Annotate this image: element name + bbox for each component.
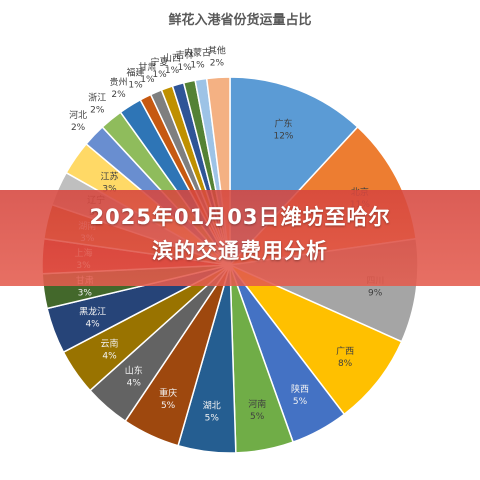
slice-percent-7: 5% bbox=[161, 401, 176, 411]
slice-percent-16: 2% bbox=[71, 123, 86, 133]
slice-percent-8: 4% bbox=[127, 379, 142, 389]
pie-slice-3 bbox=[229, 264, 403, 416]
slice-percent-6: 5% bbox=[205, 414, 220, 424]
slice-label-23: 吉林 bbox=[176, 49, 194, 61]
slice-percent-20: 1% bbox=[140, 75, 155, 85]
slice-percent-21: 1% bbox=[152, 70, 167, 80]
slice-percent-18: 2% bbox=[111, 90, 126, 100]
slice-label-17: 浙江 bbox=[88, 91, 106, 103]
slice-label-5: 河南 bbox=[248, 398, 266, 410]
slice-label-3: 广西 bbox=[336, 345, 354, 357]
slice-percent-23: 1% bbox=[177, 63, 192, 73]
slice-label-18: 贵州 bbox=[109, 76, 127, 88]
slice-label-25: 其他 bbox=[208, 44, 226, 56]
slice-label-4: 陕西 bbox=[291, 383, 309, 395]
slice-percent-0: 12% bbox=[273, 132, 293, 142]
slice-percent-17: 2% bbox=[90, 105, 105, 115]
banner-line-2: 滨的交通费用分析 bbox=[152, 239, 328, 263]
slice-percent-25: 2% bbox=[210, 58, 225, 68]
slice-label-7: 重庆 bbox=[159, 387, 177, 399]
slice-percent-2: 9% bbox=[368, 289, 383, 299]
slice-label-10: 黑龙江 bbox=[79, 305, 106, 317]
slice-label-21: 宁夏 bbox=[150, 56, 168, 68]
slice-percent-10: 4% bbox=[85, 319, 100, 329]
slice-label-0: 广东 bbox=[274, 118, 292, 130]
banner-headline: 2025年01月03日潍坊至哈尔 滨的交通费用分析 bbox=[0, 200, 480, 268]
slice-label-15: 江苏 bbox=[100, 170, 118, 182]
slice-label-6: 湖北 bbox=[203, 401, 221, 412]
slice-percent-19: 1% bbox=[128, 80, 143, 90]
slice-label-9: 云南 bbox=[100, 338, 118, 350]
slice-percent-24: 1% bbox=[190, 61, 205, 71]
title-banner bbox=[0, 190, 480, 286]
slice-label-19: 福建 bbox=[126, 66, 144, 78]
banner-line-1: 2025年01月03日潍坊至哈尔 bbox=[89, 205, 391, 229]
slice-label-16: 河北 bbox=[69, 109, 87, 121]
slice-label-24: 内蒙古 bbox=[184, 47, 211, 59]
slice-label-20: 甘肃 bbox=[138, 61, 156, 73]
slice-percent-11: 3% bbox=[78, 289, 93, 299]
slice-percent-9: 4% bbox=[102, 352, 117, 362]
slice-percent-22: 1% bbox=[165, 66, 180, 76]
slice-percent-4: 5% bbox=[293, 397, 308, 407]
slice-label-8: 山东 bbox=[125, 365, 143, 377]
chart-title: 鲜花入港省份货运量占比 bbox=[168, 13, 312, 28]
slice-percent-5: 5% bbox=[250, 412, 265, 422]
slice-percent-3: 8% bbox=[338, 359, 353, 369]
slice-label-22: 山西 bbox=[163, 53, 181, 64]
slice-percent-15: 3% bbox=[102, 184, 117, 194]
